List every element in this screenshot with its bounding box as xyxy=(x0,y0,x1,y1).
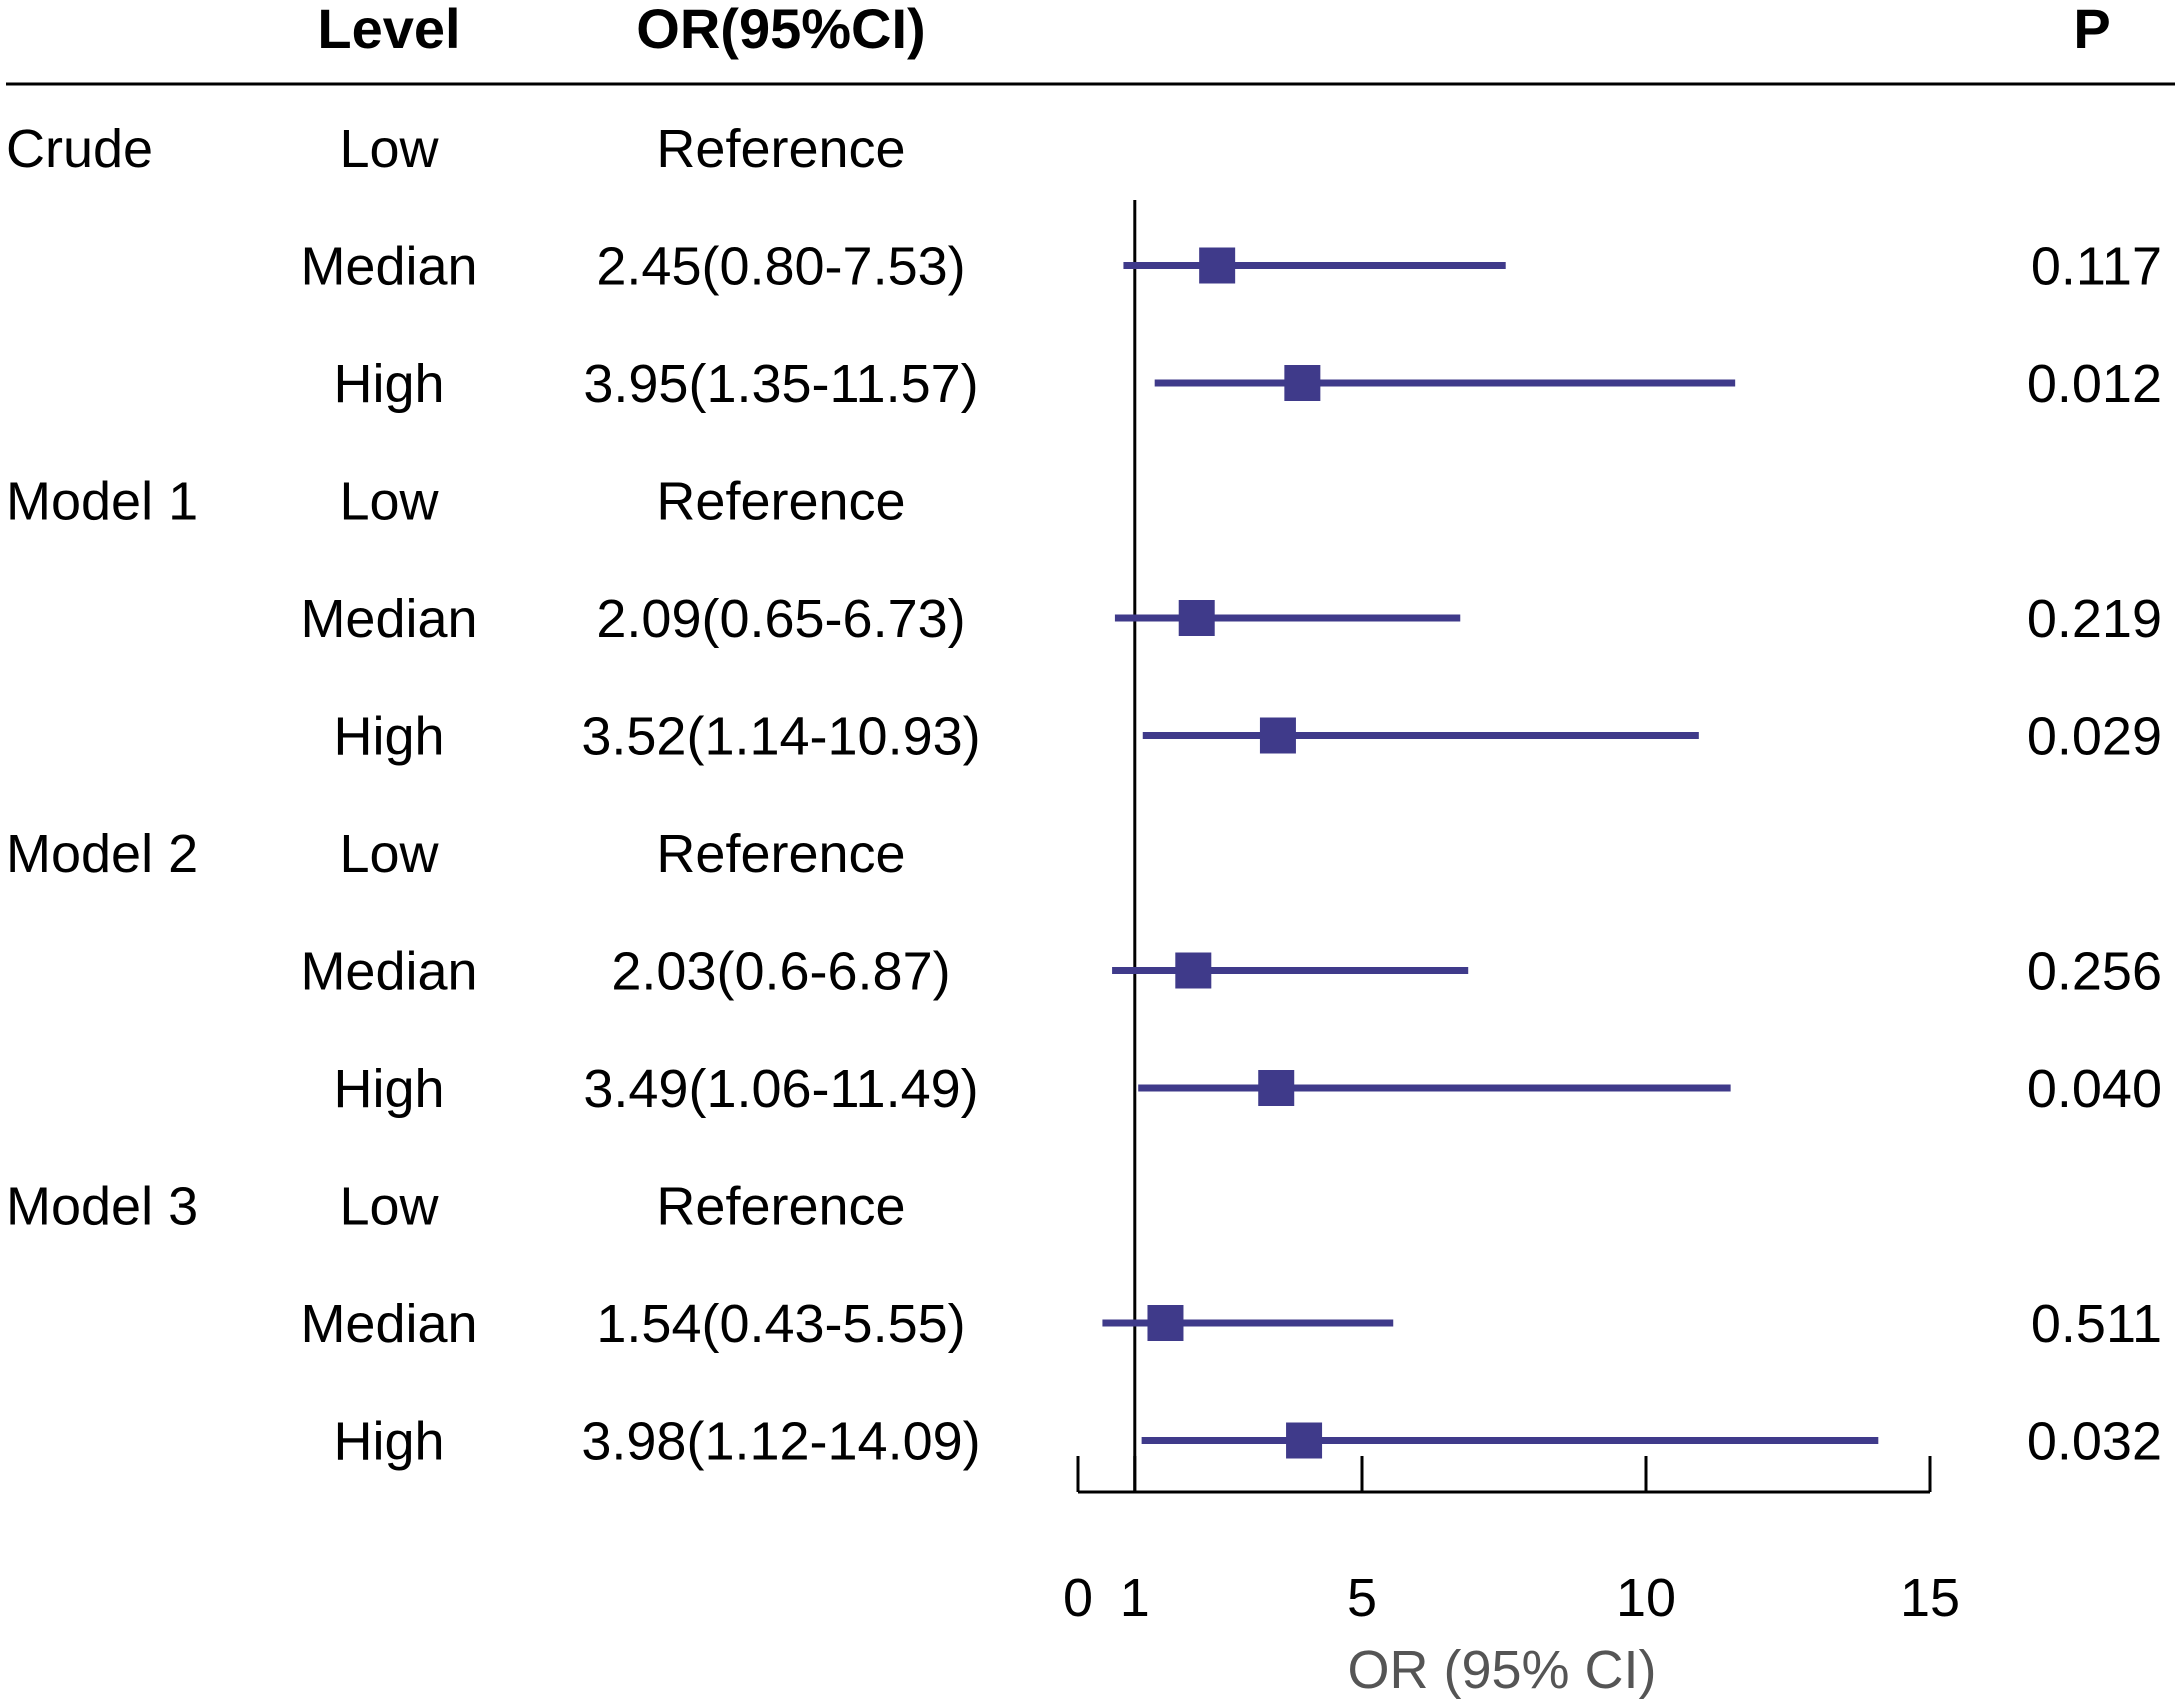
table-header: Level OR(95%CI) P xyxy=(6,0,2175,86)
table-rows: Crude Low Reference Median 2.45(0.80-7.53) 0.… xyxy=(6,119,2162,1472)
or-marker xyxy=(1284,365,1321,401)
or-marker xyxy=(1259,717,1296,754)
level-label: Low xyxy=(339,472,439,532)
header-or-ci: OR(95%CI) xyxy=(636,0,925,60)
or-ci-label: 1.54(0.43-5.55) xyxy=(596,1294,965,1354)
or-ci-label: 3.49(1.06-11.49) xyxy=(583,1059,978,1119)
header-p: P xyxy=(2073,0,2110,60)
level-label: Median xyxy=(300,942,477,1002)
p-value: 0.029 xyxy=(2027,707,2162,767)
x-tick-label: 0 xyxy=(1063,1568,1093,1628)
or-ci-label: 3.52(1.14-10.93) xyxy=(581,707,980,767)
p-value: 0.511 xyxy=(2031,1294,2162,1354)
or-ci-label: 2.09(0.65-6.73) xyxy=(596,589,965,649)
or-ci-label: Reference xyxy=(656,472,905,532)
x-tick-label: 1 xyxy=(1120,1568,1150,1628)
p-value: 0.117 xyxy=(2031,237,2162,297)
level-label: High xyxy=(333,1059,444,1119)
level-label: Median xyxy=(300,589,477,649)
p-value: 0.219 xyxy=(2027,589,2162,649)
level-label: High xyxy=(333,707,444,767)
group-label: Model 2 xyxy=(6,824,198,884)
or-ci-label: 3.95(1.35-11.57) xyxy=(583,354,978,414)
x-tick-label: 10 xyxy=(1616,1568,1676,1628)
p-value: 0.032 xyxy=(2027,1412,2162,1472)
group-label: Crude xyxy=(6,119,153,179)
p-value: 0.256 xyxy=(2027,942,2162,1002)
x-tick-label: 15 xyxy=(1900,1568,1960,1628)
or-ci-label: 2.45(0.80-7.53) xyxy=(596,237,965,297)
header-level: Level xyxy=(317,0,460,60)
level-label: Low xyxy=(339,1177,439,1237)
or-ci-label: 2.03(0.6-6.87) xyxy=(611,942,950,1002)
x-axis-label: OR (95% CI) xyxy=(1347,1640,1656,1700)
group-label: Model 1 xyxy=(6,472,198,532)
or-marker xyxy=(1199,247,1236,284)
level-label: Low xyxy=(339,119,439,179)
or-marker xyxy=(1147,1305,1184,1341)
level-label: High xyxy=(333,354,444,414)
or-marker xyxy=(1175,952,1212,989)
plot-area xyxy=(1102,200,1879,1492)
level-label: High xyxy=(333,1412,444,1472)
level-label: Median xyxy=(300,1294,477,1354)
group-label: Model 3 xyxy=(6,1177,198,1237)
p-value: 0.012 xyxy=(2027,354,2162,414)
or-marker xyxy=(1258,1070,1295,1106)
x-tick-label: 5 xyxy=(1347,1568,1377,1628)
or-ci-label: Reference xyxy=(656,1177,905,1237)
or-marker xyxy=(1178,600,1215,636)
or-ci-label: Reference xyxy=(656,824,905,884)
level-label: Low xyxy=(339,824,439,884)
p-value: 0.040 xyxy=(2027,1059,2162,1119)
level-label: Median xyxy=(300,237,477,297)
or-ci-label: 3.98(1.12-14.09) xyxy=(581,1412,980,1472)
or-ci-label: Reference xyxy=(656,119,905,179)
or-marker xyxy=(1286,1422,1323,1459)
